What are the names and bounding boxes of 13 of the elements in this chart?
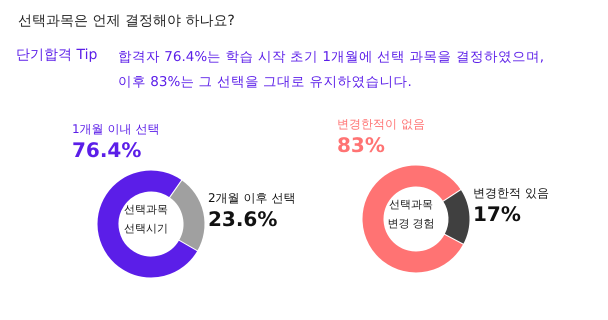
text: 단기합격 Tip (16, 46, 98, 64)
text: 합격자 76.4%는 학습 시작 초기 1개월에 선택 과목을 결정하였으며, 이후 83%는 그 선택을 그대로 유지하였습니다. (118, 48, 544, 92)
slice-label: 변경한적이 없음 (337, 117, 425, 131)
data-label: 76.4% (72, 138, 142, 162)
text: 선택과목 변경 경험 (386, 197, 436, 232)
text: 선택과목 선택시기 (123, 202, 169, 237)
data-label: 83% (337, 133, 385, 157)
text: 선택과목은 언제 결정해야 하나요? (18, 12, 235, 30)
slice-label: 변경한적 있음 (473, 186, 549, 200)
slice-label: 2개월 이후 선택 (208, 191, 296, 205)
slice-label: 1개월 이내 선택 (72, 122, 160, 136)
data-label: 17% (473, 202, 521, 226)
data-label: 23.6% (208, 207, 278, 231)
